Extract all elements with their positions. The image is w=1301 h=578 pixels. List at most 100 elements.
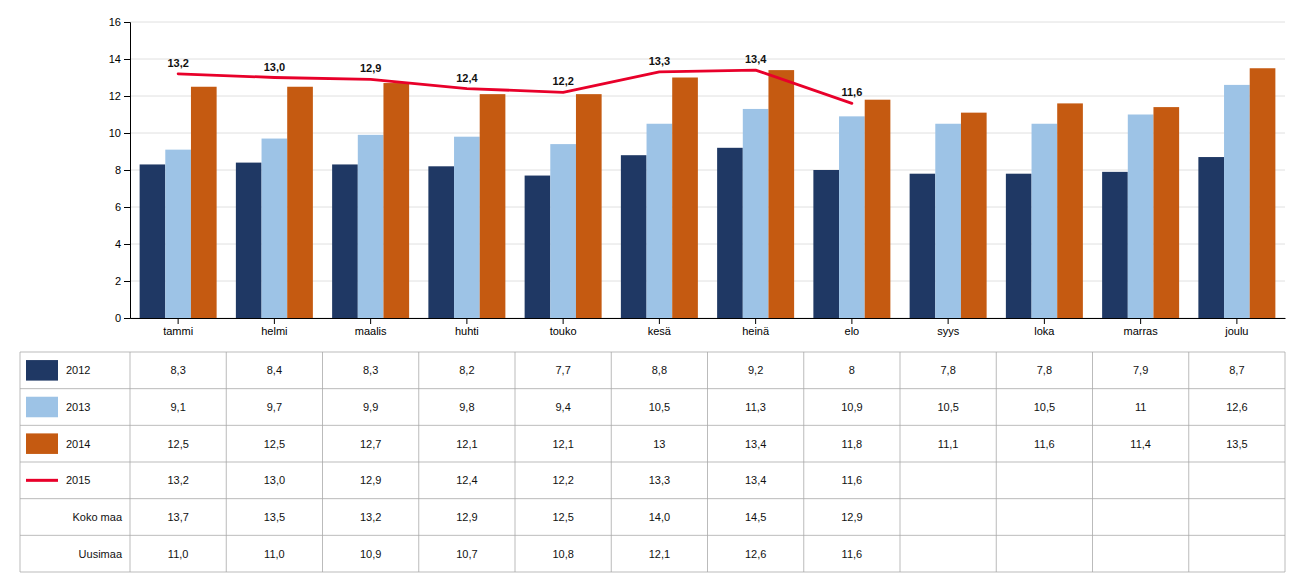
bar [480, 94, 506, 318]
table-cell: 12,6 [745, 548, 766, 560]
bar [1224, 85, 1250, 318]
table-cell: 7,8 [1037, 364, 1052, 376]
x-tick: elo [845, 318, 860, 337]
x-tick-mark [1140, 318, 1141, 324]
bar [1128, 115, 1154, 319]
bar [621, 155, 647, 318]
bar [768, 70, 794, 318]
y-tick: 2 [115, 275, 130, 287]
table-border [803, 352, 804, 572]
x-tick-label: heinä [742, 325, 770, 337]
table-border [20, 388, 1285, 389]
table-row: 20128,38,48,38,27,78,89,287,87,87,98,7 [26, 360, 1245, 381]
table-cell: 12,1 [456, 438, 477, 450]
table-row: Koko maa13,713,513,212,912,514,014,512,9 [72, 511, 862, 523]
table-border [515, 352, 516, 572]
bar [287, 87, 313, 318]
chart: 0246810121416tammihelmimaalishuhtitoukok… [0, 0, 1301, 578]
table-cell: 14,0 [649, 511, 670, 523]
bar [1102, 172, 1128, 318]
table-cell: 8,7 [1229, 364, 1244, 376]
table-cell: 13,4 [745, 438, 766, 450]
table-border [1188, 352, 1189, 572]
table-border [20, 352, 21, 572]
table-border [707, 352, 708, 572]
y-tick-mark [124, 281, 130, 282]
grid [130, 22, 1285, 318]
table-border [611, 352, 612, 572]
plot-marks [140, 68, 1276, 318]
table-border [418, 352, 419, 572]
table-cell: 13,4 [745, 474, 766, 486]
legend-swatch [26, 479, 58, 482]
table-cell: 11,0 [168, 548, 189, 560]
bar [1198, 157, 1224, 318]
x-tick-label: loka [1034, 325, 1055, 337]
table-cell: 8 [849, 364, 855, 376]
y-tick-label: 6 [115, 201, 121, 213]
table-row: 20139,19,79,99,89,410,511,310,910,510,51… [26, 397, 1248, 418]
legend-swatch [26, 433, 58, 454]
x-tick-label: tammi [163, 325, 193, 337]
bar [1006, 174, 1032, 318]
table-cell: 7,7 [555, 364, 570, 376]
y-tick: 10 [109, 127, 130, 139]
y-tick-label: 4 [115, 238, 121, 250]
y-tick-label: 8 [115, 164, 121, 176]
bar [910, 174, 936, 318]
y-tick: 8 [115, 164, 130, 176]
table-border [322, 352, 323, 572]
y-tick-mark [124, 133, 130, 134]
data-label: 11,6 [841, 86, 862, 98]
x-tick-label: maalis [355, 325, 387, 337]
table-cell: 11,1 [938, 438, 959, 450]
y-tick-mark [124, 96, 130, 97]
table-row: Uusimaa11,011,010,910,710,812,112,611,6 [79, 548, 863, 560]
table-border [20, 572, 1285, 573]
x-tick-mark [274, 318, 275, 324]
table-cell: 10,7 [456, 548, 477, 560]
table-border [1092, 352, 1093, 572]
x-tick: loka [1034, 318, 1055, 337]
data-label: 12,4 [456, 72, 478, 84]
bar [262, 139, 288, 318]
table-cell: 13,5 [1226, 438, 1247, 450]
table-cell: 14,5 [745, 511, 766, 523]
x-tick: touko [550, 318, 577, 337]
bar [672, 78, 698, 319]
table-cell: 12,1 [649, 548, 670, 560]
table-border [20, 425, 1285, 426]
bar [813, 170, 839, 318]
x-tick-mark [370, 318, 371, 324]
x-tick-mark [563, 318, 564, 324]
table-cell: 12,5 [552, 511, 573, 523]
legend-label: Uusimaa [79, 548, 123, 560]
table-cell: 10,5 [937, 401, 958, 413]
table-border [20, 462, 1285, 463]
y-tick: 16 [109, 16, 130, 28]
y-tick: 0 [115, 312, 130, 324]
table-cell: 9,9 [363, 401, 378, 413]
bar-series [191, 68, 1275, 318]
bar [865, 100, 891, 318]
y-tick-label: 2 [115, 275, 121, 287]
table-cell: 9,1 [170, 401, 185, 413]
table-cell: 12,6 [1226, 401, 1247, 413]
y-tick-label: 10 [109, 127, 121, 139]
bar [1032, 124, 1058, 318]
table-border [20, 498, 1285, 499]
x-tick-label: touko [550, 325, 577, 337]
bar [647, 124, 673, 318]
table-border [1285, 352, 1286, 572]
x-tick-label: elo [845, 325, 860, 337]
table-border [20, 535, 1285, 536]
data-label: 12,9 [360, 62, 381, 74]
x-tick-mark [851, 318, 852, 324]
data-table: 20128,38,48,38,27,78,89,287,87,87,98,720… [20, 352, 1285, 572]
legend-label: 2015 [66, 474, 90, 486]
x-tick-label: huhti [455, 325, 479, 337]
x-tick: tammi [163, 318, 193, 337]
y-tick: 12 [109, 90, 130, 102]
bar [717, 148, 743, 318]
bar [550, 144, 576, 318]
